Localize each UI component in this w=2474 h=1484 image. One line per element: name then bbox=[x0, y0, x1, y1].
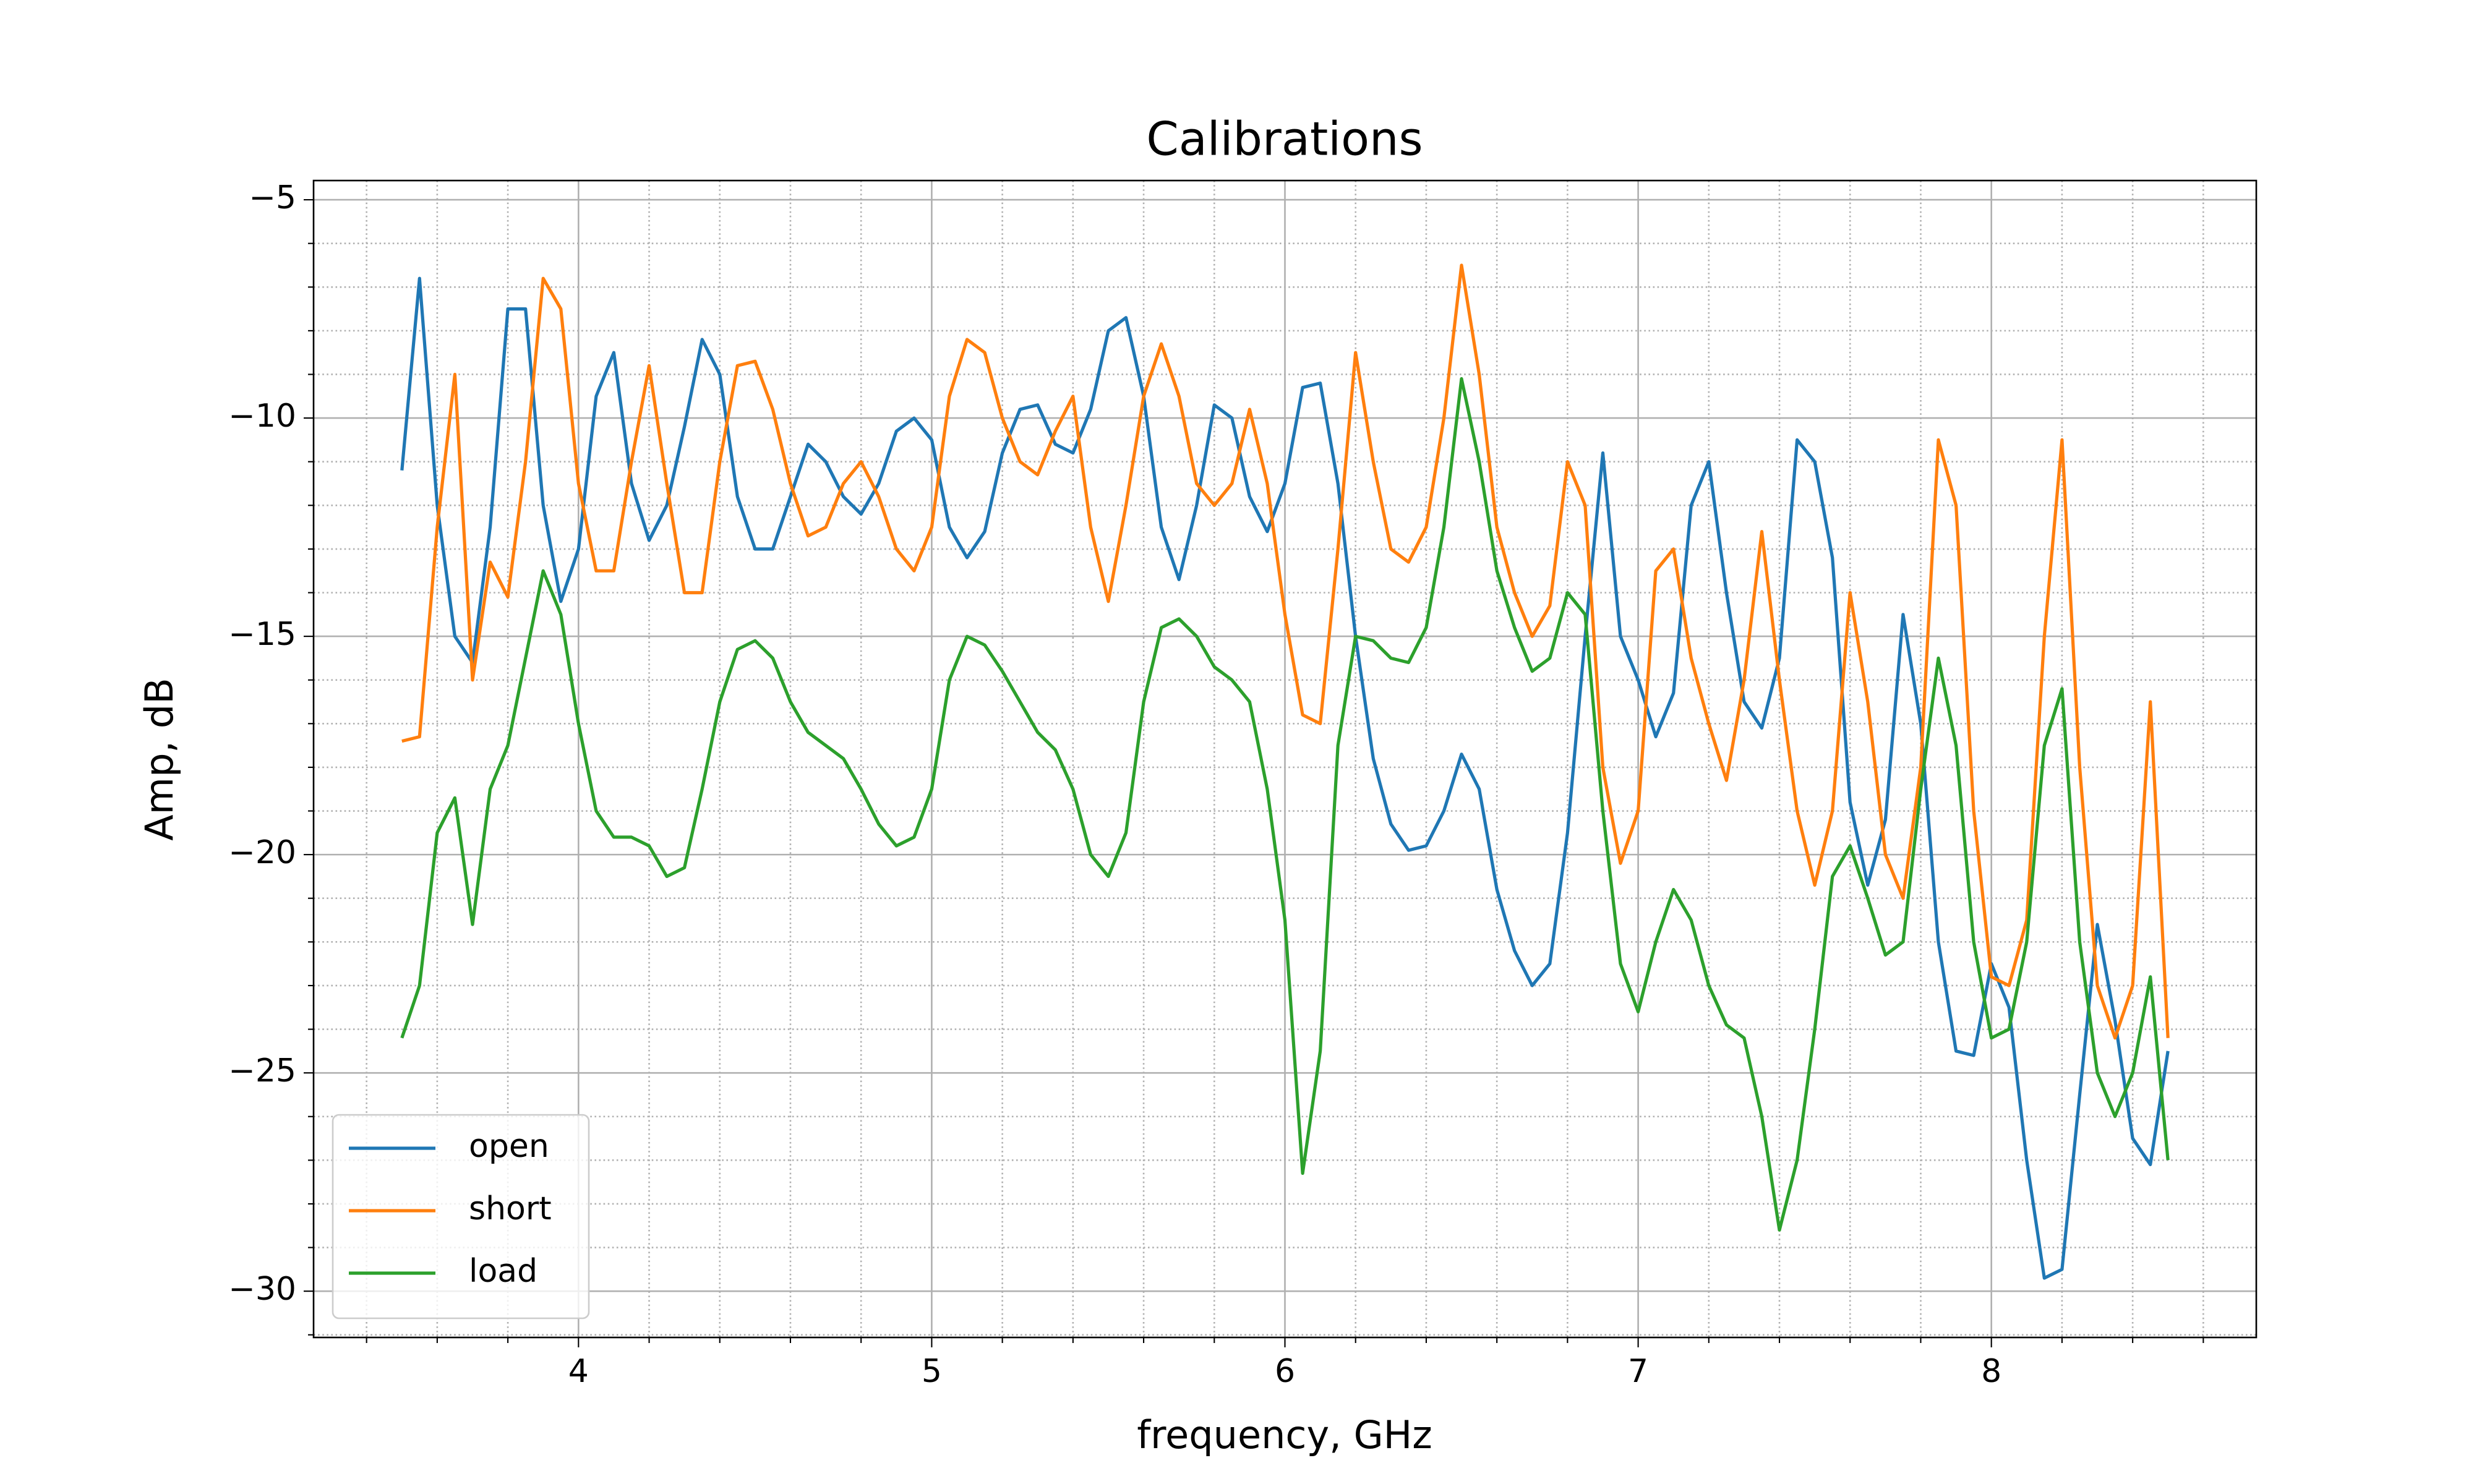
legend-label: open bbox=[469, 1128, 549, 1165]
plot-frame bbox=[312, 179, 2258, 1339]
y-axis-label: Amp, dB bbox=[137, 678, 182, 840]
series-line bbox=[401, 263, 2170, 1040]
series-line bbox=[400, 377, 2170, 1232]
y-tick-label: −25 bbox=[228, 1052, 296, 1090]
legend-label: short bbox=[469, 1190, 552, 1227]
x-tick-label: 8 bbox=[1981, 1353, 2001, 1390]
legend-label: load bbox=[469, 1253, 537, 1290]
y-tick-label: −20 bbox=[228, 834, 296, 871]
x-tick-label: 7 bbox=[1628, 1353, 1648, 1390]
y-tick-label: −10 bbox=[228, 398, 296, 435]
y-tick-label: −5 bbox=[249, 179, 296, 216]
series-line bbox=[400, 276, 2170, 1280]
x-tick-label: 4 bbox=[568, 1353, 589, 1390]
legend-box bbox=[332, 1114, 590, 1320]
x-tick-label: 5 bbox=[922, 1353, 942, 1390]
y-tick-label: −30 bbox=[228, 1271, 296, 1308]
x-tick-label: 6 bbox=[1275, 1353, 1295, 1390]
chart-title: Calibrations bbox=[1146, 112, 1423, 166]
x-axis-label: frequency, GHz bbox=[1137, 1412, 1432, 1457]
y-tick-label: −15 bbox=[228, 616, 296, 653]
